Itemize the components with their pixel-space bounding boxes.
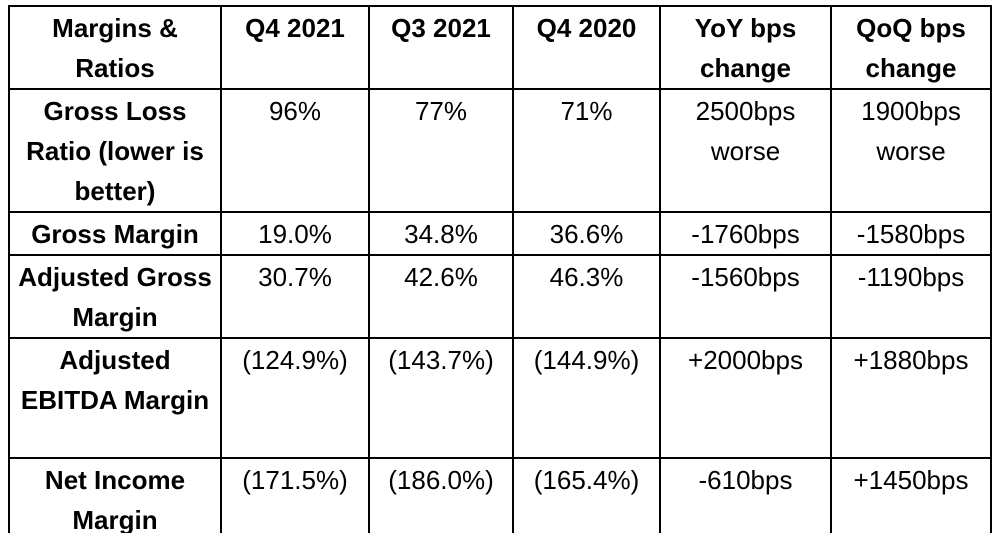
column-header-qoq-bps-change: QoQ bps change: [830, 5, 992, 90]
table-row-net-income-margin: Net Income Margin (171.5%) (186.0%) (165…: [8, 457, 992, 533]
cell-net-income-margin-qoq: +1450bps: [830, 457, 992, 533]
margins-ratios-table: Margins & Ratios Q4 2021 Q3 2021 Q4 2020…: [8, 5, 992, 533]
cell-gross-loss-ratio-q3-2021: 77%: [368, 88, 514, 213]
cell-adjusted-gross-margin-qoq: -1190bps: [830, 254, 992, 339]
cell-adjusted-gross-margin-q4-2020: 46.3%: [512, 254, 661, 339]
cell-adjusted-ebitda-margin-qoq: +1880bps: [830, 337, 992, 459]
row-label-adjusted-gross-margin: Adjusted Gross Margin: [8, 254, 222, 339]
table-row-adjusted-ebitda-margin: Adjusted EBITDA Margin (124.9%) (143.7%)…: [8, 337, 992, 459]
row-label-adjusted-ebitda-margin: Adjusted EBITDA Margin: [8, 337, 222, 459]
table-row-gross-margin: Gross Margin 19.0% 34.8% 36.6% -1760bps …: [8, 211, 992, 256]
cell-net-income-margin-q4-2021: (171.5%): [220, 457, 370, 533]
table-row-adjusted-gross-margin: Adjusted Gross Margin 30.7% 42.6% 46.3% …: [8, 254, 992, 339]
cell-gross-margin-q4-2021: 19.0%: [220, 211, 370, 256]
column-header-q4-2020: Q4 2020: [512, 5, 661, 90]
column-header-q3-2021: Q3 2021: [368, 5, 514, 90]
cell-net-income-margin-yoy: -610bps: [659, 457, 832, 533]
cell-gross-loss-ratio-yoy: 2500bps worse: [659, 88, 832, 213]
cell-adjusted-gross-margin-q3-2021: 42.6%: [368, 254, 514, 339]
cell-adjusted-ebitda-margin-q4-2020: (144.9%): [512, 337, 661, 459]
row-label-net-income-margin: Net Income Margin: [8, 457, 222, 533]
cell-adjusted-gross-margin-q4-2021: 30.7%: [220, 254, 370, 339]
cell-net-income-margin-q4-2020: (165.4%): [512, 457, 661, 533]
column-header-q4-2021: Q4 2021: [220, 5, 370, 90]
cell-gross-loss-ratio-q4-2020: 71%: [512, 88, 661, 213]
cell-adjusted-gross-margin-yoy: -1560bps: [659, 254, 832, 339]
column-header-yoy-bps-change: YoY bps change: [659, 5, 832, 90]
row-label-gross-margin: Gross Margin: [8, 211, 222, 256]
cell-gross-margin-q3-2021: 34.8%: [368, 211, 514, 256]
cell-net-income-margin-q3-2021: (186.0%): [368, 457, 514, 533]
cell-gross-margin-q4-2020: 36.6%: [512, 211, 661, 256]
cell-adjusted-ebitda-margin-q3-2021: (143.7%): [368, 337, 514, 459]
column-header-margins-ratios: Margins & Ratios: [8, 5, 222, 90]
header-row: Margins & Ratios Q4 2021 Q3 2021 Q4 2020…: [8, 5, 992, 90]
cell-gross-margin-qoq: -1580bps: [830, 211, 992, 256]
cell-adjusted-ebitda-margin-q4-2021: (124.9%): [220, 337, 370, 459]
cell-adjusted-ebitda-margin-yoy: +2000bps: [659, 337, 832, 459]
table-row-gross-loss-ratio: Gross Loss Ratio (lower is better) 96% 7…: [8, 88, 992, 213]
cell-gross-loss-ratio-qoq: 1900bps worse: [830, 88, 992, 213]
cell-gross-margin-yoy: -1760bps: [659, 211, 832, 256]
cell-gross-loss-ratio-q4-2021: 96%: [220, 88, 370, 213]
row-label-gross-loss-ratio: Gross Loss Ratio (lower is better): [8, 88, 222, 213]
